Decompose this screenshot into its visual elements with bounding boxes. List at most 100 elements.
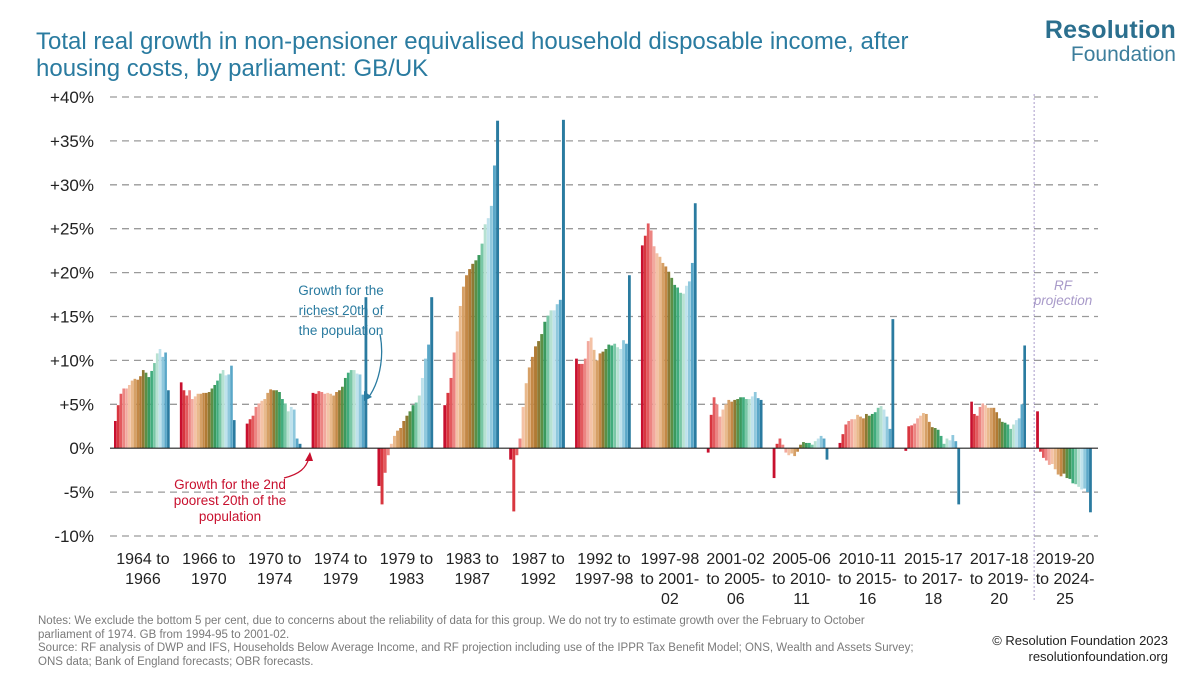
bar [939, 435, 943, 449]
y-tick-label: +20% [50, 264, 94, 283]
bar [619, 348, 622, 449]
bar [266, 392, 270, 449]
bar [125, 388, 128, 449]
bar [799, 444, 802, 449]
bar [527, 367, 531, 449]
bar [1074, 448, 1078, 485]
bar [188, 390, 191, 449]
x-category-label: to 2010- [772, 571, 831, 588]
bar [640, 245, 644, 449]
bar [408, 411, 412, 449]
bar [589, 337, 593, 449]
bar [471, 263, 475, 449]
bar [144, 372, 148, 449]
bar [389, 443, 393, 449]
bar [736, 399, 739, 449]
bar [891, 319, 895, 449]
bar [116, 405, 120, 449]
notes-line: parliament of 1974. GB from 1994-95 to 2… [38, 628, 290, 641]
bar [772, 448, 776, 479]
bar [260, 400, 264, 449]
bar [841, 434, 845, 449]
bar [155, 353, 159, 449]
bar [595, 360, 599, 449]
bar [724, 404, 728, 449]
bar [670, 277, 674, 449]
bar [759, 399, 763, 449]
x-category-label: 25 [1056, 591, 1074, 608]
x-category-label: 2019-20 [1036, 551, 1095, 568]
bar [745, 399, 748, 449]
bar [802, 442, 805, 449]
bar [873, 412, 877, 449]
x-category-label: 1979 [323, 571, 359, 588]
bar [455, 331, 459, 449]
x-category-label: 1966 [125, 571, 161, 588]
bar [179, 382, 183, 449]
bar [205, 392, 208, 449]
bar [269, 389, 273, 449]
bar [251, 415, 255, 449]
bar [910, 425, 914, 449]
x-category-label: 2017-18 [970, 551, 1029, 568]
bar [876, 407, 880, 449]
bar [1017, 418, 1021, 449]
bar [424, 358, 427, 449]
bar [718, 416, 722, 449]
bar [1044, 448, 1048, 461]
bar [747, 399, 751, 449]
x-category-label: 2010-11 [839, 551, 897, 568]
x-category-label: 1983 to [446, 551, 499, 568]
bar [546, 315, 550, 449]
bar [515, 448, 519, 456]
bar [913, 423, 917, 449]
notes-line: Notes: We exclude the bottom 5 per cent,… [38, 615, 865, 627]
bar-chart: +40% +35% +30% +25% +20% +15% +10% +5% 0% -5% -10%… [50, 88, 1098, 608]
bar [847, 420, 851, 449]
bar [676, 287, 680, 449]
bar [191, 399, 194, 449]
bar [856, 414, 859, 449]
bar [317, 391, 321, 449]
bar [604, 348, 608, 449]
bar [1047, 448, 1051, 465]
bar [232, 420, 236, 449]
bar [1012, 424, 1015, 449]
bar [1062, 448, 1066, 474]
bar [1077, 448, 1081, 487]
bar [248, 419, 252, 449]
bar [775, 443, 779, 449]
bar [332, 395, 335, 449]
bar [978, 406, 982, 449]
copyright-credit: © Resolution Foundation 2023 resolutionf… [992, 633, 1168, 665]
bar [352, 370, 356, 449]
bar [298, 443, 302, 449]
bar [210, 388, 214, 449]
annotation-arrow-head [305, 452, 313, 461]
logo-line-1: Resolution [1044, 16, 1176, 44]
bar [1020, 404, 1024, 449]
bar [524, 383, 528, 449]
bar [859, 416, 862, 449]
bar [263, 399, 267, 449]
bar [218, 373, 222, 449]
bar [275, 390, 278, 449]
bar [853, 419, 857, 449]
bar [998, 418, 1001, 449]
logo-line-2: Foundation [1070, 43, 1176, 66]
bar [492, 165, 496, 449]
bar [278, 392, 281, 449]
x-category-label: 1983 [389, 571, 425, 588]
x-category-label: to 2005- [706, 571, 765, 588]
bar [130, 380, 134, 449]
bar [1065, 448, 1069, 479]
chart-title: Total real growth in non-pensioner equiv… [36, 28, 909, 82]
bar [286, 411, 290, 449]
bar [1023, 345, 1026, 449]
bar [673, 284, 677, 449]
x-category-label: to 2017- [904, 571, 963, 588]
bar [867, 415, 871, 449]
bar [981, 403, 985, 449]
bar [193, 396, 197, 449]
bar [1068, 448, 1072, 479]
